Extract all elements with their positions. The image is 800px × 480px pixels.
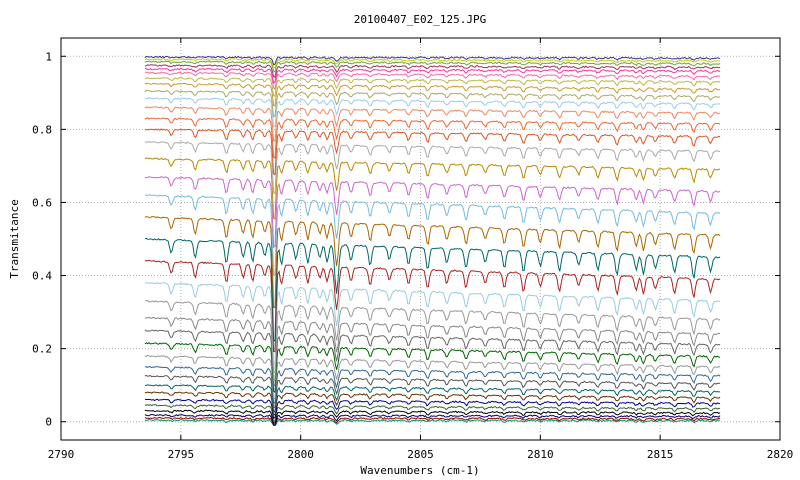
y-tick-label: 0.6	[32, 196, 52, 209]
series-line	[144, 282, 721, 364]
series-line	[144, 216, 721, 309]
series-line	[144, 76, 721, 97]
series-line	[144, 194, 721, 277]
x-tick-label: 2815	[647, 448, 674, 461]
series-line	[144, 259, 721, 353]
series-line	[144, 67, 721, 84]
series-line	[144, 57, 721, 69]
y-tick-label: 0.4	[32, 270, 52, 283]
series-line	[144, 354, 721, 400]
x-tick-label: 2790	[48, 448, 75, 461]
series-line	[144, 418, 721, 426]
series-line	[144, 413, 721, 426]
series-line	[144, 416, 721, 426]
series-line	[144, 384, 721, 414]
y-tick-label: 0.8	[32, 123, 52, 136]
x-tick-label: 2795	[168, 448, 195, 461]
series-line	[144, 60, 721, 73]
series-line	[144, 157, 721, 220]
series-line	[144, 89, 721, 118]
x-tick-label: 2805	[407, 448, 434, 461]
series-line	[144, 106, 721, 142]
series-line	[144, 404, 721, 423]
y-tick-label: 0	[45, 416, 52, 429]
series-line	[144, 374, 721, 409]
series-line	[144, 64, 721, 78]
series-line	[144, 329, 721, 387]
y-tick-label: 1	[45, 50, 52, 63]
axis-ticks: 0 0.2 0.4 0.6 0.8 1 2790 2795 2800 2805 2810 2815 28…	[32, 38, 793, 461]
x-tick-label: 2800	[287, 448, 314, 461]
series-line	[144, 71, 721, 90]
series-line	[144, 55, 721, 66]
series-line	[144, 316, 721, 381]
series-line	[144, 398, 721, 420]
series-line	[144, 237, 721, 342]
series-line	[144, 391, 721, 416]
x-tick-label: 2820	[767, 448, 794, 461]
x-axis-label: Wavenumbers (cm-1)	[360, 464, 479, 477]
series-line	[144, 299, 721, 374]
x-tick-label: 2810	[527, 448, 554, 461]
series-line	[144, 176, 721, 249]
series-line	[144, 409, 721, 424]
series-line	[144, 128, 721, 176]
chart-title: 20100407_E02_125.JPG	[354, 13, 486, 26]
series-line	[144, 342, 721, 394]
series-line	[144, 365, 721, 404]
series-line	[144, 141, 721, 195]
series-line	[144, 117, 721, 159]
series-line	[144, 97, 721, 128]
series-line	[144, 82, 721, 107]
series-group	[144, 55, 721, 426]
y-axis-label: Transmitance	[8, 199, 21, 278]
y-tick-label: 0.2	[32, 343, 52, 356]
